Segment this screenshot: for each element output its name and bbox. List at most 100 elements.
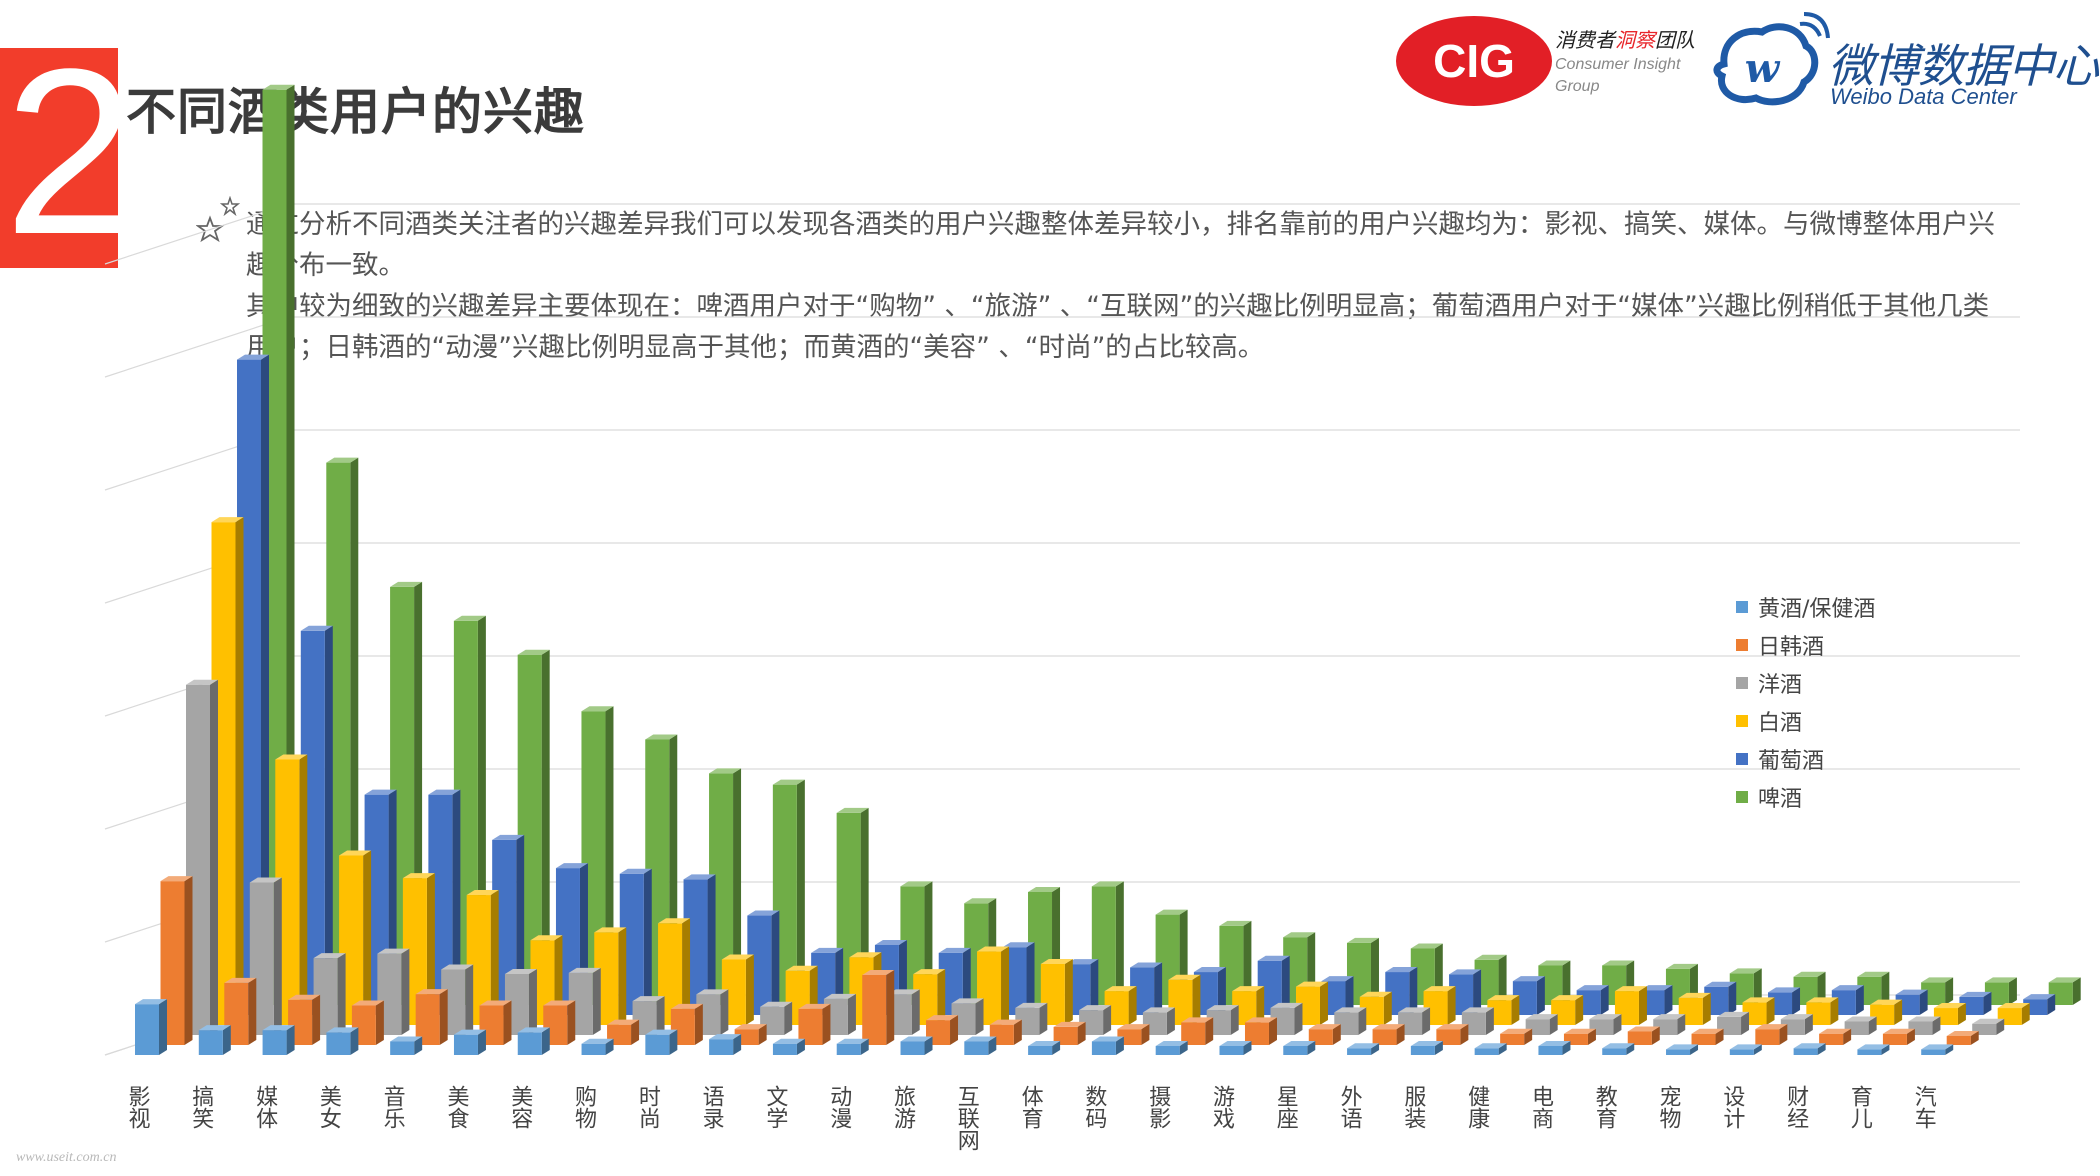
watermark: www.useit.com.cn (16, 1150, 117, 1165)
legend-label: 黄酒/保健酒 (1758, 597, 1876, 622)
page-title: 不同酒类用户的兴趣 (126, 83, 585, 141)
bar-黄酒/保健酒-服装 (1410, 1040, 1443, 1055)
category-label: 电商 (1528, 1085, 1553, 1129)
bar-啤酒-汽车 (2048, 977, 2081, 1005)
bar-黄酒/保健酒-购物 (581, 1038, 614, 1055)
bar-日韩酒-汽车 (1946, 1030, 1979, 1045)
legend-item: 白酒 (1736, 702, 1875, 740)
bar-黄酒/保健酒-摄影 (1155, 1040, 1188, 1055)
bar-黄酒/保健酒-搞笑 (198, 1025, 231, 1055)
bar-黄酒/保健酒-数码 (1091, 1036, 1124, 1055)
legend-swatch (1736, 639, 1748, 651)
legend-swatch (1736, 791, 1748, 803)
legend-label: 日韩酒 (1758, 635, 1825, 660)
bar-白酒-媒体 (339, 850, 372, 1025)
legend-swatch (1736, 677, 1748, 689)
legend-item: 日韩酒 (1736, 626, 1875, 664)
category-label: 教育 (1592, 1085, 1618, 1129)
bar-黄酒/保健酒-宠物 (1666, 1044, 1699, 1055)
chart-category-labels: 影视 搞笑 媒体 美女 音乐 美食 美容 购物 时尚 语录 文学 动漫 旅游 互联网 体育 数码 摄影 游戏 星座外… (125, 1085, 1937, 1151)
bar-黄酒/保健酒-音乐 (390, 1036, 423, 1055)
category-label: 时尚 (635, 1085, 660, 1129)
cig-en-line2: Group (1555, 78, 1600, 95)
bar-黄酒/保健酒-健康 (1474, 1043, 1507, 1055)
bar-啤酒-互联网 (1091, 881, 1124, 1005)
category-label: 设计 (1719, 1085, 1745, 1129)
category-label: 语录 (699, 1085, 725, 1129)
bar-日韩酒-设计 (1755, 1024, 1788, 1045)
bar-黄酒/保健酒-教育 (1602, 1043, 1635, 1055)
bar-日韩酒-健康 (1500, 1028, 1533, 1045)
bar-日韩酒-教育 (1627, 1026, 1660, 1045)
description-para-1: 通过分析不同酒类关注者的兴趣差异我们可以发现各酒类的用户兴趣整体差异较小，排名靠… (246, 209, 1995, 281)
bar-黄酒/保健酒-汽车 (1921, 1044, 1954, 1055)
category-label: 美容 (507, 1085, 533, 1129)
chart-legend: 黄酒/保健酒 日韩酒洋酒白酒葡萄酒啤酒 (1736, 588, 1875, 816)
bar-黄酒/保健酒-文学 (772, 1038, 805, 1055)
bar-黄酒/保健酒-媒体 (262, 1025, 295, 1055)
bar-日韩酒-财经 (1819, 1028, 1852, 1045)
legend-swatch (1736, 715, 1748, 727)
category-label: 美食 (443, 1085, 469, 1129)
bar-白酒-时尚 (721, 954, 754, 1025)
bar-白酒-旅游 (977, 946, 1010, 1025)
cig-logo-mark: CIG (1433, 35, 1515, 87)
cig-logo-ellipse (1396, 16, 1552, 106)
category-label: 数码 (1081, 1085, 1107, 1129)
legend-item: 洋酒 (1736, 664, 1875, 702)
cig-team-name-prefix: 消费者 (1555, 30, 1615, 52)
cig-team-name-suffix: 团队 (1655, 30, 1695, 52)
bar-黄酒/保健酒-星座 (1283, 1040, 1316, 1055)
legend-label: 啤酒 (1758, 787, 1803, 812)
bar-日韩酒-宠物 (1691, 1028, 1724, 1045)
bar-黄酒/保健酒-影视 (135, 999, 167, 1055)
cig-logo: CIG (1396, 16, 1552, 106)
category-label: 互联网 (954, 1085, 980, 1151)
cig-team-name: 消费者洞察团队 (1555, 30, 1695, 52)
bar-日韩酒-文学 (798, 1003, 831, 1045)
bar-黄酒/保健酒-美女 (326, 1027, 359, 1055)
category-label: 影视 (125, 1085, 151, 1129)
category-label: 搞笑 (188, 1085, 214, 1129)
weibo-logo-icon: w (1713, 12, 1830, 106)
chart-bars (135, 84, 2081, 1055)
bar-日韩酒-游戏 (1244, 1017, 1277, 1045)
category-label: 服装 (1400, 1085, 1426, 1129)
bar-葡萄酒-健康 (1576, 985, 1609, 1015)
category-label: 音乐 (380, 1085, 406, 1129)
bar-黄酒/保健酒-时尚 (645, 1029, 678, 1055)
bar-黄酒/保健酒-旅游 (900, 1036, 933, 1055)
section-number: 2 (4, 48, 118, 268)
gridline-diagonal (104, 316, 289, 378)
legend-item: 啤酒 (1736, 778, 1875, 816)
bar-洋酒-文学 (823, 993, 856, 1035)
category-label: 健康 (1464, 1085, 1490, 1129)
bar-白酒-外语 (1423, 986, 1456, 1025)
legend-label: 葡萄酒 (1758, 749, 1825, 774)
bar-日韩酒-动漫 (862, 969, 895, 1045)
bar-黄酒/保健酒-语录 (709, 1034, 742, 1055)
bar-黄酒/保健酒-美食 (453, 1029, 486, 1055)
category-label: 星座 (1273, 1085, 1299, 1129)
bar-啤酒-服装 (1538, 960, 1571, 1005)
bar-黄酒/保健酒-动漫 (836, 1038, 869, 1055)
legend-label: 白酒 (1758, 711, 1803, 736)
cig-text: 消费者洞察团队 Consumer Insight Group (1555, 30, 1695, 98)
weibo-brand-name: 微博数据中心 (1828, 39, 2099, 93)
weibo-brand-en: Weibo Data Center (1830, 84, 2017, 109)
legend-label: 洋酒 (1758, 673, 1803, 698)
svg-text:w: w (1745, 45, 1781, 92)
category-label: 动漫 (826, 1085, 852, 1129)
cig-en-line1: Consumer Insight (1555, 56, 1681, 73)
category-label: 宠物 (1656, 1085, 1682, 1129)
category-label: 外语 (1337, 1085, 1363, 1129)
bar-黄酒/保健酒-游戏 (1219, 1040, 1252, 1055)
category-label: 汽车 (1911, 1085, 1937, 1129)
category-label: 体育 (1018, 1085, 1044, 1129)
bar-黄酒/保健酒-电商 (1538, 1040, 1571, 1055)
bar-日韩酒-体育 (1053, 1021, 1086, 1045)
legend-item: 葡萄酒 (1736, 740, 1875, 778)
bar-黄酒/保健酒-美容 (517, 1027, 550, 1055)
gridline-diagonal (104, 203, 289, 265)
